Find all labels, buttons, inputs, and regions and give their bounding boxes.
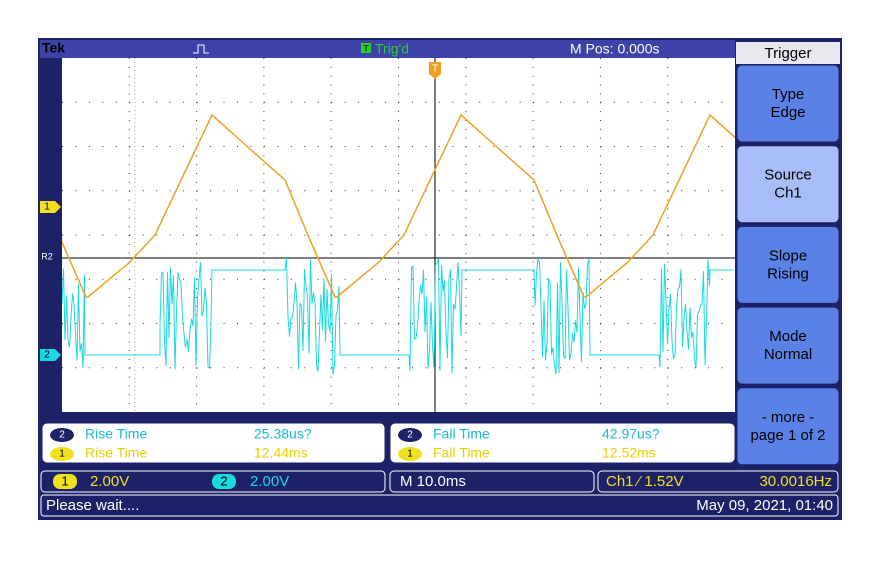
datetime: May 09, 2021, 01:40	[696, 497, 833, 514]
meas-badge: 1	[59, 449, 65, 460]
meas-box	[389, 422, 736, 464]
meas-value: 12.44ms	[254, 445, 308, 461]
menu-button-value: Edge	[770, 104, 805, 121]
meas-value: 25.38us?	[254, 426, 312, 442]
menu-title: Trigger	[765, 45, 812, 62]
trigger-marker-shape	[429, 62, 441, 79]
ch2-badge-shape	[212, 474, 236, 489]
menu-header-box	[736, 42, 840, 64]
menu-button-value: Ch1	[774, 185, 802, 202]
menu-button-label: Slope	[769, 247, 807, 264]
ch1-badge: 1	[61, 473, 68, 488]
menu-button-label: Source	[764, 167, 812, 184]
timebase-box	[389, 470, 595, 493]
brand: Tek	[42, 40, 65, 56]
meas-badge: 2	[407, 430, 413, 441]
status-box	[40, 494, 839, 517]
menu-button-value: page 1 of 2	[750, 427, 825, 444]
meas-badge-shape	[50, 447, 74, 461]
meas-value: 12.52ms	[602, 445, 656, 461]
ch1-marker: 1	[44, 202, 50, 213]
meas-badge-shape	[50, 428, 74, 442]
meas-value: 42.97us?	[602, 426, 660, 442]
position: M Pos: 0.000s	[570, 41, 660, 57]
menu-button[interactable]	[736, 64, 840, 143]
trig-icon: T	[363, 43, 369, 53]
ch2-waveform	[62, 258, 734, 375]
trigger-marker: T	[432, 64, 438, 75]
menu-button-label: Mode	[769, 328, 807, 345]
ch2-scale: 2.00V	[250, 473, 289, 490]
menu-button[interactable]	[736, 387, 840, 466]
ch2-marker-shape	[40, 349, 61, 361]
trig-icon-box	[361, 43, 371, 53]
top-bar	[40, 40, 735, 58]
timebase: M 10.0ms	[400, 473, 466, 490]
ch1-badge-shape	[53, 474, 77, 489]
ch2-marker: 2	[44, 350, 50, 361]
meas-badge-shape	[398, 428, 422, 442]
ch1-scale: 2.00V	[90, 473, 129, 490]
menu-button-label: Type	[772, 86, 805, 103]
ch1-marker-shape	[40, 201, 61, 213]
meas-name: Rise Time	[85, 426, 147, 442]
meas-name: Rise Time	[85, 445, 147, 461]
frequency: 30.0016Hz	[759, 473, 832, 490]
trigger-box	[597, 470, 839, 493]
trigger-status: Trig'd	[375, 41, 409, 57]
ch1-waveform	[62, 113, 735, 298]
meas-badge-shape	[398, 447, 422, 461]
menu-button-value: Rising	[767, 265, 809, 282]
scale-box	[40, 470, 386, 493]
meas-name: Fall Time	[433, 426, 490, 442]
menu-button[interactable]	[736, 145, 840, 224]
meas-name: Fall Time	[433, 445, 490, 461]
menu-button[interactable]	[736, 306, 840, 385]
meas-badge: 2	[59, 430, 65, 441]
ref2-marker-shape	[40, 251, 61, 263]
grid	[62, 58, 735, 412]
trigger-level: Ch1 ⁄ 1.52V	[606, 473, 684, 490]
menu-button[interactable]	[736, 225, 840, 304]
ch2-badge: 2	[220, 473, 227, 488]
meas-badge: 1	[407, 449, 413, 460]
menu-button-value: Normal	[764, 346, 812, 363]
left-gutter	[40, 58, 62, 412]
acq-icon	[193, 44, 209, 54]
ref2-marker: R2	[41, 251, 53, 261]
menu-button-label: - more -	[762, 409, 815, 426]
measurements: 2 Rise Time 25.38us? 1 Rise Time 12.44ms 2 Fall…	[41, 422, 736, 464]
status-message: Please wait....	[46, 497, 139, 514]
meas-box	[41, 422, 386, 464]
